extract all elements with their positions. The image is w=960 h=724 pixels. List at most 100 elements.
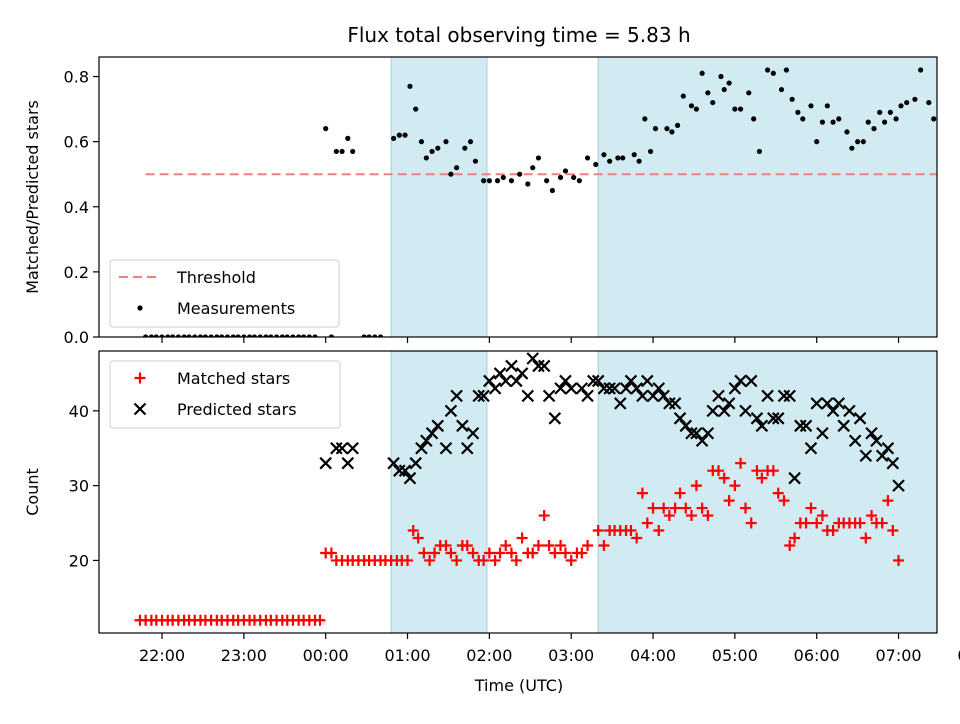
point-measurement-124 (904, 99, 910, 106)
x-tick-label-5: 03:00 (548, 646, 594, 665)
point-measurement-98 (751, 116, 757, 122)
point-measurement-92 (718, 73, 724, 80)
point-measurement-28 (296, 334, 302, 337)
point-measurement-12 (208, 334, 214, 337)
point-predicted-16 (450, 389, 463, 403)
point-measurement-102 (778, 86, 785, 93)
count-y-tick-label-2: 40 (69, 402, 89, 421)
point-measurement-51 (443, 139, 449, 145)
series-predicted-stars (319, 352, 905, 492)
point-predicted-39 (581, 389, 594, 403)
point-matched-126 (827, 525, 839, 537)
point-measurement-67 (549, 187, 555, 194)
point-predicted-81 (810, 397, 823, 410)
point-predicted-21 (477, 389, 490, 403)
point-predicted-58 (685, 427, 698, 440)
point-matched-113 (756, 472, 768, 484)
point-measurement-35 (372, 334, 378, 337)
point-matched-94 (653, 525, 665, 537)
point-measurement-122 (893, 116, 899, 122)
point-measurement-25 (279, 334, 285, 337)
point-measurement-73 (593, 161, 599, 168)
count-panel: 22:00 23:00 00:00 01:00 02:00 03:00 04:00 05:00… (23, 350, 960, 665)
point-matched-119 (789, 532, 801, 544)
point-matched-54 (429, 547, 441, 559)
ratio-y-tick-label-1: 0.2 (64, 263, 89, 282)
point-matched-123 (811, 517, 823, 529)
point-measurement-121 (887, 109, 893, 115)
point-measurement-17 (235, 334, 241, 337)
point-measurement-87 (688, 103, 695, 109)
point-matched-132 (860, 532, 872, 544)
legend-label-predicted-stars: Predicted stars (177, 400, 297, 419)
point-measurement-116 (860, 139, 866, 145)
point-matched-75 (543, 539, 555, 551)
point-predicted-47 (624, 374, 638, 388)
point-measurement-45 (407, 83, 413, 89)
point-matched-70 (516, 532, 528, 544)
point-predicted-67 (734, 374, 747, 388)
point-measurement-126 (918, 67, 924, 73)
x-tick-label-4: 02:00 (466, 646, 512, 665)
ratio-y-axis-label: Matched/Predicted stars (23, 100, 42, 294)
point-matched-63 (478, 554, 490, 566)
point-measurement-123 (898, 103, 904, 109)
point-measurement-10 (197, 334, 204, 337)
point-matched-66 (494, 547, 506, 559)
point-predicted-84 (826, 404, 840, 418)
point-matched-106 (718, 472, 730, 484)
point-measurement-40 (345, 135, 351, 141)
point-predicted-62 (706, 404, 720, 418)
point-predicted-52 (652, 382, 666, 395)
legend-measurements-handle (137, 305, 143, 311)
point-measurement-88 (693, 106, 700, 112)
point-predicted-61 (701, 427, 715, 440)
point-measurement-114 (849, 145, 855, 151)
x-tick-label-9: 07:00 (875, 646, 921, 665)
point-matched-60 (461, 539, 473, 551)
ratio-axes-frame (98, 56, 938, 338)
point-predicted-82 (816, 427, 829, 440)
point-measurement-95 (732, 106, 738, 112)
point-measurement-77 (620, 155, 626, 161)
point-matched-73 (532, 539, 544, 551)
point-matched-93 (647, 502, 659, 514)
point-predicted-4 (346, 441, 359, 455)
point-measurement-80 (642, 116, 648, 122)
point-measurement-97 (746, 90, 752, 96)
point-matched-49 (402, 554, 414, 566)
point-measurement-7 (181, 334, 187, 337)
point-predicted-23 (488, 382, 502, 395)
point-matched-112 (751, 465, 763, 477)
point-predicted-46 (619, 382, 633, 395)
point-predicted-66 (728, 382, 742, 395)
point-predicted-60 (695, 434, 709, 448)
point-predicted-33 (542, 389, 556, 403)
point-predicted-89 (853, 412, 867, 425)
point-measurement-115 (855, 139, 861, 145)
shaded-region-2 (597, 57, 937, 337)
point-matched-74 (538, 510, 550, 522)
point-measurement-43 (396, 132, 402, 138)
count-axes-frame (98, 350, 938, 634)
point-predicted-28 (515, 367, 529, 380)
x-tick-label-1: 23:00 (221, 646, 267, 665)
shaded-region-1 (390, 57, 488, 337)
point-predicted-55 (668, 397, 682, 410)
point-predicted-35 (554, 382, 567, 395)
point-measurement-26 (284, 334, 290, 337)
point-measurement-65 (535, 155, 542, 161)
ratio-plot-area (143, 57, 937, 337)
point-measurement-37 (323, 126, 329, 132)
point-matched-61 (467, 547, 479, 559)
point-measurement-2 (153, 334, 159, 337)
x-tick-label-6: 04:00 (630, 646, 676, 665)
point-predicted-13 (431, 419, 445, 433)
point-matched-105 (712, 465, 724, 477)
point-measurement-32 (328, 334, 335, 337)
point-measurement-111 (830, 119, 836, 125)
point-measurement-105 (795, 109, 801, 115)
point-measurement-113 (844, 129, 850, 135)
point-predicted-71 (755, 419, 769, 433)
